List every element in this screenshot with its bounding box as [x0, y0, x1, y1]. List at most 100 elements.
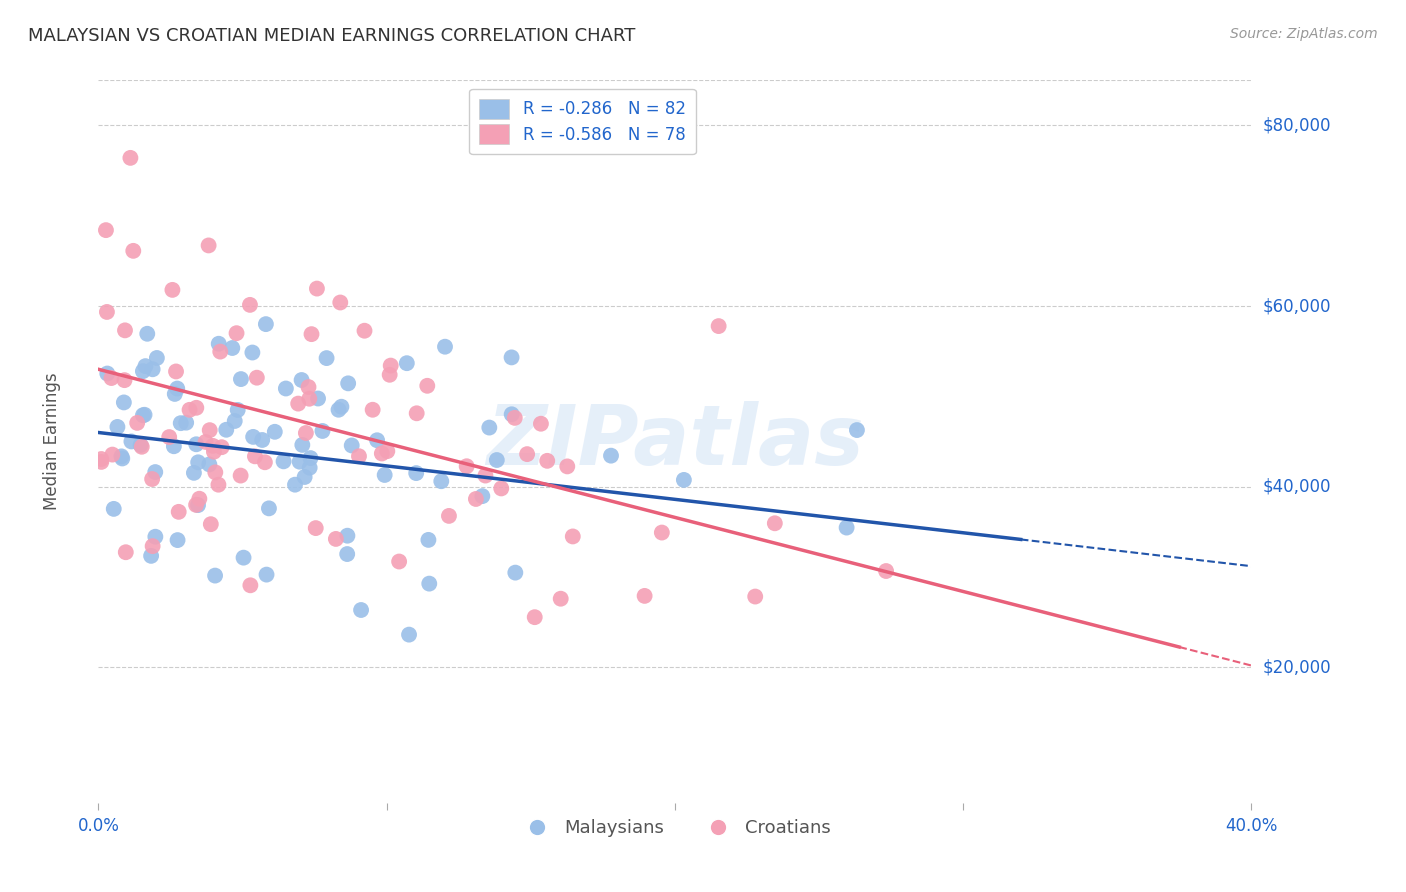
Point: [239, 298, 262, 312]
Point: [111, 451, 134, 466]
Point: [120, 151, 142, 165]
Point: [395, 356, 418, 370]
Point: [242, 430, 264, 444]
Point: [388, 555, 411, 569]
Point: [287, 396, 309, 410]
Point: [211, 440, 233, 454]
Point: [198, 458, 221, 472]
Point: [561, 529, 583, 543]
Point: [418, 533, 440, 547]
Point: [555, 459, 578, 474]
Point: [143, 465, 166, 479]
Point: [132, 364, 155, 378]
Point: [229, 468, 252, 483]
Point: [141, 472, 163, 486]
Point: [651, 525, 673, 540]
Point: [204, 466, 226, 480]
Point: [200, 517, 222, 532]
Point: [142, 539, 165, 553]
Point: [194, 434, 217, 449]
Point: [328, 402, 350, 417]
Point: [361, 402, 384, 417]
Point: [291, 438, 314, 452]
Point: [530, 417, 553, 431]
Text: MALAYSIAN VS CROATIAN MEDIAN EARNINGS CORRELATION CHART: MALAYSIAN VS CROATIAN MEDIAN EARNINGS CO…: [28, 27, 636, 45]
Point: [437, 508, 460, 523]
Point: [485, 453, 508, 467]
Point: [434, 340, 457, 354]
Point: [112, 395, 135, 409]
Point: [132, 409, 155, 423]
Point: [221, 341, 243, 355]
Point: [501, 351, 523, 365]
Point: [305, 521, 328, 535]
Point: [166, 382, 188, 396]
Point: [134, 408, 156, 422]
Point: [845, 423, 868, 437]
Point: [207, 477, 229, 491]
Point: [232, 550, 254, 565]
Point: [167, 505, 190, 519]
Point: [208, 336, 231, 351]
Point: [186, 401, 208, 415]
Point: [336, 529, 359, 543]
Point: [464, 491, 486, 506]
Point: [471, 489, 494, 503]
Point: [835, 520, 858, 534]
Point: [103, 501, 125, 516]
Point: [305, 282, 328, 296]
Point: [179, 402, 201, 417]
Point: [229, 372, 252, 386]
Point: [291, 373, 314, 387]
Point: [254, 317, 277, 331]
Point: [257, 501, 280, 516]
Point: [224, 414, 246, 428]
Point: [107, 420, 129, 434]
Point: [315, 351, 337, 365]
Point: [378, 368, 401, 382]
Point: [398, 627, 420, 641]
Point: [284, 477, 307, 491]
Point: [491, 482, 513, 496]
Point: [243, 450, 266, 464]
Point: [297, 380, 319, 394]
Point: [250, 433, 273, 447]
Point: [672, 473, 695, 487]
Point: [131, 440, 153, 454]
Point: [298, 460, 321, 475]
Point: [142, 362, 165, 376]
Point: [122, 244, 145, 258]
Point: [274, 382, 297, 396]
Point: [294, 470, 316, 484]
Point: [478, 420, 501, 434]
Text: $60,000: $60,000: [1263, 297, 1331, 315]
Point: [198, 423, 221, 437]
Point: [375, 444, 398, 458]
Point: [184, 498, 207, 512]
Text: $80,000: $80,000: [1263, 117, 1331, 135]
Point: [416, 379, 439, 393]
Point: [299, 451, 322, 466]
Point: [226, 403, 249, 417]
Point: [114, 545, 136, 559]
Point: [143, 530, 166, 544]
Point: [550, 591, 572, 606]
Point: [120, 434, 142, 449]
Point: [101, 448, 124, 462]
Point: [197, 238, 219, 252]
Point: [295, 425, 318, 440]
Point: [165, 364, 187, 378]
Point: [215, 423, 238, 437]
Point: [129, 438, 152, 452]
Point: [174, 416, 197, 430]
Point: [707, 319, 730, 334]
Point: [187, 498, 209, 512]
Point: [162, 283, 184, 297]
Point: [201, 439, 224, 453]
Point: [187, 455, 209, 469]
Point: [337, 376, 360, 391]
Point: [273, 454, 295, 468]
Point: [96, 367, 118, 381]
Point: [456, 459, 478, 474]
Point: [136, 326, 159, 341]
